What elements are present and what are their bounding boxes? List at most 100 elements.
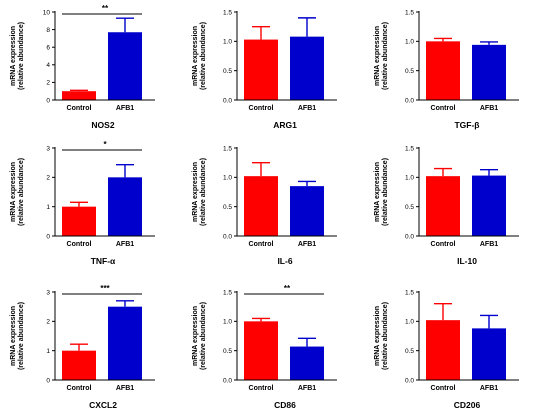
- panel-title: TGF-β: [454, 120, 479, 130]
- y-axis-label-line: mRNA expression: [10, 162, 17, 222]
- bar: [244, 321, 278, 380]
- bar: [62, 350, 96, 380]
- x-tick-label: Control: [249, 241, 274, 248]
- y-tick-label: 2: [46, 175, 50, 182]
- y-axis-label-line: (relative abundance): [18, 158, 25, 226]
- y-tick-label: 8: [46, 27, 50, 34]
- y-axis-label-line: (relative abundance): [382, 22, 389, 90]
- y-axis-label-line: (relative abundance): [200, 22, 207, 90]
- y-axis-label-line: mRNA expression: [374, 26, 381, 86]
- y-axis-label: mRNA expression(relative abundance): [192, 22, 207, 90]
- y-tick-label: 1.5: [405, 9, 414, 16]
- y-axis-label: mRNA expression(relative abundance): [374, 22, 389, 90]
- x-tick-label: Control: [249, 105, 274, 112]
- bar: [244, 39, 278, 100]
- y-tick-label: 0: [46, 97, 50, 104]
- x-tick-label: Control: [431, 105, 456, 112]
- y-tick-label: 1.5: [223, 289, 232, 296]
- chart-panel-4: 0 1 2 3 mRNA expression(relative abundance) C…: [10, 140, 155, 266]
- y-tick-label: 0.5: [405, 68, 414, 75]
- bar: [62, 91, 96, 100]
- y-tick-label: 1.5: [405, 289, 414, 296]
- bar: [426, 320, 460, 380]
- y-axis-label-line: mRNA expression: [374, 162, 381, 222]
- x-tick-label: AFB1: [298, 241, 316, 248]
- bar: [472, 328, 506, 380]
- chart-panel-8: 0.0 0.5 1.0 1.5 mRNA expression(relative abu…: [192, 284, 337, 408]
- bar: [244, 176, 278, 236]
- bar: [108, 306, 142, 380]
- chart-panel-3: 0.0 0.5 1.0 1.5 mRNA expression(relative abu…: [374, 9, 519, 130]
- y-tick-label: 1.5: [223, 145, 232, 152]
- y-axis-label-line: mRNA expression: [10, 306, 17, 366]
- panel-title: ARG1: [273, 120, 297, 130]
- bar: [426, 41, 460, 100]
- y-tick-label: 3: [46, 145, 50, 152]
- significance-label: ***: [100, 284, 110, 293]
- y-axis-label: mRNA expression(relative abundance): [10, 158, 25, 226]
- y-axis-label: mRNA expression(relative abundance): [10, 302, 25, 370]
- chart-panel-5: 0.0 0.5 1.0 1.5 mRNA expression(relative abu…: [192, 145, 337, 266]
- y-tick-label: 0: [46, 377, 50, 384]
- x-tick-label: AFB1: [298, 105, 316, 112]
- y-tick-label: 1.0: [405, 319, 414, 326]
- x-tick-label: AFB1: [480, 385, 498, 392]
- y-tick-label: 4: [46, 62, 50, 69]
- y-tick-label: 3: [46, 289, 50, 296]
- y-tick-label: 0.0: [405, 233, 414, 240]
- x-tick-label: AFB1: [116, 105, 134, 112]
- significance-label: **: [284, 284, 291, 293]
- bar: [426, 176, 460, 236]
- y-axis-label: mRNA expression(relative abundance): [374, 158, 389, 226]
- y-tick-label: 1: [46, 348, 50, 355]
- y-tick-label: 1.0: [223, 319, 232, 326]
- panel-title: IL-10: [457, 256, 477, 266]
- x-tick-label: Control: [431, 241, 456, 248]
- y-axis-label: mRNA expression(relative abundance): [10, 22, 25, 90]
- x-tick-label: AFB1: [116, 241, 134, 248]
- y-tick-label: 2: [46, 80, 50, 87]
- y-tick-label: 1.0: [405, 175, 414, 182]
- y-tick-label: 0.0: [405, 377, 414, 384]
- y-tick-label: 0.0: [223, 97, 232, 104]
- x-tick-label: Control: [249, 385, 274, 392]
- y-axis-label-line: (relative abundance): [18, 302, 25, 370]
- y-tick-label: 1.5: [405, 145, 414, 152]
- y-tick-label: 1.5: [223, 9, 232, 16]
- bar: [472, 175, 506, 236]
- y-axis-label-line: mRNA expression: [192, 162, 199, 222]
- panel-title: CD86: [274, 400, 296, 408]
- x-tick-label: Control: [67, 241, 92, 248]
- y-tick-label: 0.5: [405, 204, 414, 211]
- y-tick-label: 10: [43, 9, 51, 16]
- panel-title: NOS2: [91, 120, 114, 130]
- x-tick-label: Control: [67, 105, 92, 112]
- chart-panel-2: 0.0 0.5 1.0 1.5 mRNA expression(relative abu…: [192, 9, 337, 130]
- y-axis-label-line: (relative abundance): [382, 302, 389, 370]
- bar: [290, 346, 324, 380]
- y-tick-label: 0.5: [405, 348, 414, 355]
- y-tick-label: 0: [46, 233, 50, 240]
- y-axis-label-line: mRNA expression: [192, 306, 199, 366]
- x-tick-label: Control: [431, 385, 456, 392]
- y-tick-label: 1.0: [223, 39, 232, 46]
- y-tick-label: 0.5: [223, 68, 232, 75]
- bar: [472, 44, 506, 100]
- y-axis-label-line: mRNA expression: [192, 26, 199, 86]
- y-axis-label-line: (relative abundance): [200, 158, 207, 226]
- y-axis-label-line: (relative abundance): [382, 158, 389, 226]
- bar: [290, 36, 324, 100]
- significance-label: *: [103, 140, 107, 149]
- x-tick-label: AFB1: [298, 385, 316, 392]
- y-tick-label: 1.0: [223, 175, 232, 182]
- y-axis-label-line: mRNA expression: [10, 26, 17, 86]
- panel-title: CD206: [454, 400, 481, 408]
- y-axis-label: mRNA expression(relative abundance): [192, 158, 207, 226]
- x-tick-label: Control: [67, 385, 92, 392]
- chart-panel-9: 0.0 0.5 1.0 1.5 mRNA expression(relative abu…: [374, 289, 519, 408]
- panel-title: IL-6: [277, 256, 292, 266]
- y-tick-label: 0.5: [223, 204, 232, 211]
- y-axis-label-line: mRNA expression: [374, 306, 381, 366]
- x-tick-label: AFB1: [116, 385, 134, 392]
- y-axis-label: mRNA expression(relative abundance): [374, 302, 389, 370]
